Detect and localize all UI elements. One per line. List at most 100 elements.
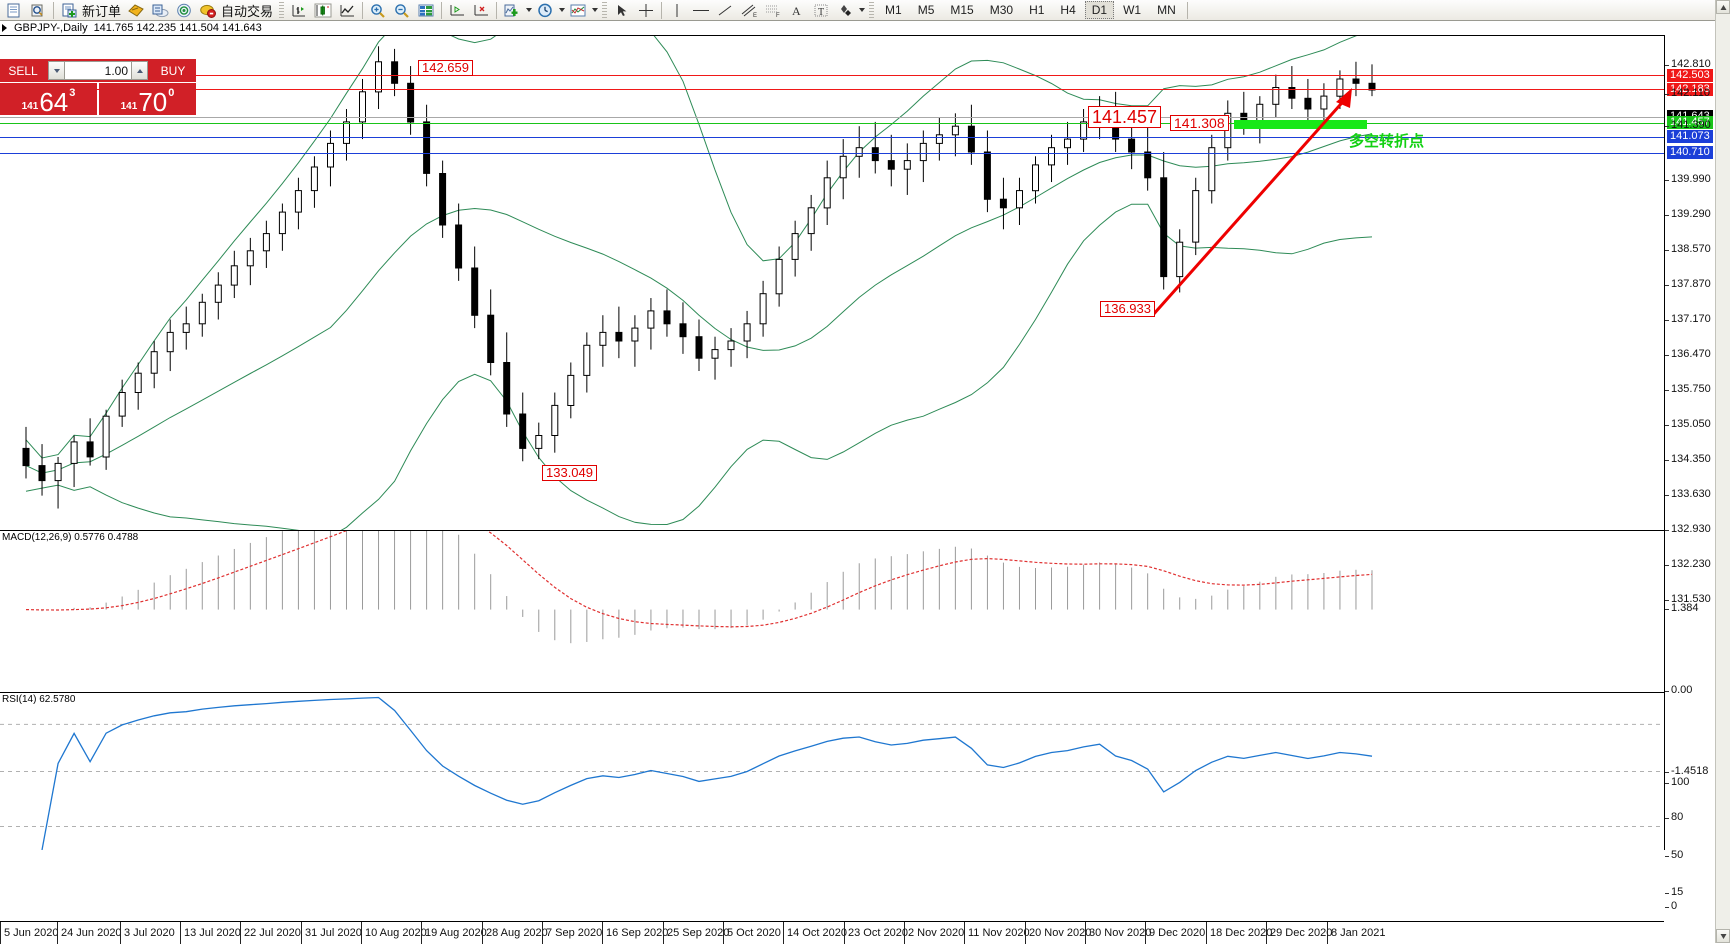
toolbar-separator — [661, 1, 663, 19]
zoom-out-icon[interactable] — [390, 1, 414, 20]
candle-body — [583, 344, 591, 376]
shift-end-icon[interactable] — [445, 1, 469, 20]
one-click-price-row: 141 64 3 141 70 0 — [0, 83, 196, 115]
equidistant-channel-icon[interactable]: E — [737, 1, 761, 20]
candle-body — [631, 327, 639, 342]
templates-dropdown-arrow-icon[interactable] — [590, 1, 599, 20]
candle-body — [86, 441, 94, 458]
candle-body — [1288, 87, 1296, 99]
candle-body — [455, 224, 463, 269]
data-window-icon[interactable] — [148, 1, 172, 20]
tag-133-049[interactable]: 133.049 — [542, 465, 597, 481]
level-line-141-457 — [0, 123, 1664, 124]
timeframe-h1[interactable]: H1 — [1029, 3, 1045, 17]
auto-scroll-icon[interactable] — [469, 1, 493, 20]
price-axis-box-140-710: 140.710 — [1667, 146, 1713, 159]
volume-input[interactable]: 1.00 — [65, 61, 131, 80]
text-label-icon[interactable]: T — [809, 1, 833, 20]
toolbar-grip[interactable] — [279, 1, 285, 19]
bollinger-lower-band — [25, 203, 1373, 530]
price-pane[interactable]: 142.659 141.457 141.308 136.933 133.049 … — [0, 35, 1664, 530]
auto-trading-icon[interactable] — [196, 1, 220, 20]
candle-body — [150, 351, 158, 374]
buy-price-display[interactable]: 141 70 0 — [99, 83, 196, 115]
volume-decrease-button[interactable] — [48, 61, 65, 80]
timeframe-m30[interactable]: M30 — [989, 3, 1014, 17]
one-click-trading-panel[interactable]: SELL 1.00 BUY 141 64 3 141 70 0 — [0, 59, 196, 115]
horizontal-line-icon[interactable] — [689, 1, 713, 20]
zoom-in-icon[interactable] — [366, 1, 390, 20]
scroll-up-button[interactable] — [1716, 0, 1730, 14]
candle-body — [935, 134, 943, 144]
sell-price-display[interactable]: 141 64 3 — [0, 83, 97, 115]
timeframe-m5[interactable]: M5 — [917, 3, 935, 17]
toolbar-grip[interactable] — [869, 1, 875, 19]
cursor-icon[interactable] — [610, 1, 634, 20]
document-icon[interactable] — [2, 1, 26, 20]
line-chart-icon[interactable] — [335, 1, 359, 20]
sell-price-prefix: 141 — [21, 101, 39, 112]
candle-body — [102, 415, 110, 458]
volume-stepper[interactable]: 1.00 — [46, 59, 150, 82]
timeframe-mn[interactable]: MN — [1157, 3, 1176, 17]
scroll-down-button[interactable] — [1716, 929, 1730, 943]
periods-clock-icon[interactable] — [533, 1, 557, 20]
candle-body — [1080, 121, 1088, 140]
price-axis-box-141-073: 141.073 — [1667, 130, 1713, 143]
candle-body — [727, 340, 735, 351]
timeframe-w1[interactable]: W1 — [1123, 3, 1142, 17]
crosshair-icon[interactable] — [634, 1, 658, 20]
level-line-142-503 — [0, 75, 1664, 76]
candle-body — [743, 323, 751, 342]
candle-body — [391, 61, 399, 84]
timeframe-h4[interactable]: H4 — [1060, 3, 1076, 17]
vertical-scrollbar[interactable] — [1715, 0, 1730, 943]
volume-increase-button[interactable] — [131, 61, 148, 80]
shapes-icon[interactable] — [833, 1, 857, 20]
text-icon[interactable]: A — [785, 1, 809, 20]
shapes-dropdown-arrow-icon[interactable] — [857, 1, 866, 20]
rsi-pane[interactable]: RSI(14) 62.5780 — [0, 692, 1664, 850]
timeframe-m15[interactable]: M15 — [950, 3, 974, 17]
new-order-icon[interactable] — [57, 1, 81, 20]
tag-136-933[interactable]: 136.933 — [1100, 301, 1155, 317]
candle-body — [519, 413, 527, 449]
grid-icon[interactable] — [414, 1, 438, 20]
candle-body — [134, 372, 142, 394]
new-order-label[interactable]: 新订单 — [82, 3, 122, 19]
templates-icon[interactable] — [566, 1, 590, 20]
tag-141-308[interactable]: 141.308 — [1170, 115, 1229, 131]
indicators-icon[interactable] — [500, 1, 524, 20]
candlestick-chart-icon[interactable] — [311, 1, 335, 20]
tag-142-659[interactable]: 142.659 — [418, 60, 473, 76]
trendline-icon[interactable] — [713, 1, 737, 20]
vertical-line-icon[interactable] — [665, 1, 689, 20]
magnifier-search-icon[interactable] — [26, 1, 50, 20]
timeframe-d1[interactable]: D1 — [1084, 1, 1115, 19]
candle-body — [1144, 151, 1152, 179]
signals-icon[interactable] — [172, 1, 196, 20]
fibonacci-icon[interactable]: F — [761, 1, 785, 20]
buy-price-prefix: 141 — [120, 101, 138, 112]
price-axis-box-142-183: 142.183 — [1667, 83, 1713, 96]
toolbar-grip[interactable] — [602, 1, 608, 19]
indicators-dropdown-arrow-icon[interactable] — [524, 1, 533, 20]
expert-advisor-icon[interactable] — [124, 1, 148, 20]
bar-chart-icon[interactable] — [287, 1, 311, 20]
candle-body — [182, 323, 190, 333]
candle-body — [711, 349, 719, 359]
tag-141-457[interactable]: 141.457 — [1088, 106, 1162, 128]
chinese-annotation-text[interactable]: 多空转折点 — [1349, 132, 1425, 150]
buy-button[interactable]: BUY — [150, 59, 196, 82]
svg-text:A: A — [792, 4, 801, 18]
candle-body — [983, 151, 991, 200]
auto-trading-label[interactable]: 自动交易 — [221, 3, 274, 19]
macd-pane[interactable]: MACD(12,26,9) 0.5776 0.4788 — [0, 530, 1664, 692]
sell-button[interactable]: SELL — [0, 59, 46, 82]
timeframe-m1[interactable]: M1 — [885, 3, 902, 17]
chart-area[interactable]: GBPJPY-,Daily 141.765 142.235 141.504 14… — [0, 21, 1730, 944]
candle-body — [567, 374, 575, 406]
periods-dropdown-arrow-icon[interactable] — [557, 1, 566, 20]
candle-body — [1208, 147, 1216, 192]
svg-text:E: E — [753, 13, 757, 18]
